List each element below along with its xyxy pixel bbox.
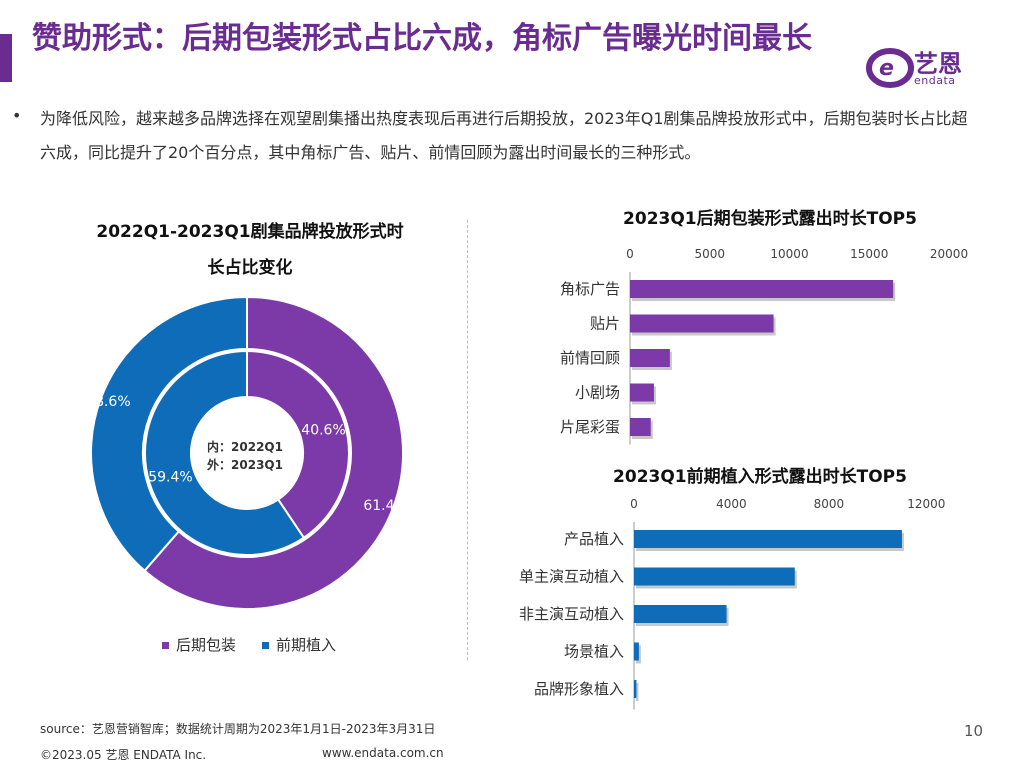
bar1-bar-3 <box>630 383 654 402</box>
bar-chart-2: 0 4000 8000 12000 产品植入单主演互动植入非主演互动植入场景植入品牌形象… <box>519 497 945 710</box>
page-number: 10 <box>964 722 984 740</box>
bar1-bar-4 <box>630 418 651 436</box>
donut-center-label-1: 外：2023Q1 <box>207 457 283 472</box>
bar1-tick-label-4: 20000 <box>930 247 968 261</box>
donut-inner-slice-0 <box>246 349 350 540</box>
copyright-text: ©2023.05 艺恩 ENDATA Inc. <box>40 748 207 762</box>
bar1-category-label-0: 角标广告 <box>560 280 620 298</box>
legend-swatch-0 <box>162 642 169 649</box>
bar1-category-label-2: 前情回顾 <box>560 349 620 367</box>
bar2-category-label-2: 非主演互动植入 <box>519 605 624 623</box>
bar1-bar-0 <box>630 280 894 298</box>
donut-outer-label-0: 61.4% <box>363 498 407 514</box>
bar2-bar-4 <box>634 680 637 698</box>
donut-legend: 后期包装 前期植入 <box>162 636 336 654</box>
page-title: 赞助形式：后期包装形式占比六成，角标广告曝光时间最长 <box>32 21 812 56</box>
donut-outer-label-1: 38.6% <box>90 394 131 410</box>
donut-chart: 40.6% 59.4% 61.4% 38.6% 内：2022Q1 外：2023Q1 后期包装… <box>90 296 408 654</box>
bar2-tick-label-2: 8000 <box>814 497 845 511</box>
bar2-bar-0 <box>634 530 902 548</box>
bar2-category-label-3: 场景植入 <box>564 643 624 661</box>
donut-outer-slice-0 <box>143 296 404 610</box>
legend-label-1: 前期植入 <box>276 636 336 654</box>
bar2-category-label-1: 单主演互动植入 <box>519 568 624 586</box>
donut-chart-title: 2022Q1-2023Q1剧集品牌投放形式时 长占比变化 <box>60 214 440 286</box>
title-accent-bar <box>0 34 12 82</box>
bar1-tick-label-3: 15000 <box>850 247 888 261</box>
bar2-tick-label-0: 0 <box>630 497 638 511</box>
donut-title-line-2: 长占比变化 <box>207 258 293 278</box>
intro-paragraph: 为降低风险，越来越多品牌选择在观望剧集播出热度表现后再进行后期投放，2023年Q… <box>40 109 968 162</box>
bar1-tick-label-0: 0 <box>626 247 634 261</box>
bar1-tick-label-2: 10000 <box>770 247 808 261</box>
endata-logo: e <box>866 48 914 88</box>
bar1-bar-2 <box>630 349 670 367</box>
bar2-bar-3 <box>634 642 639 661</box>
logo-subname: endata <box>914 74 956 87</box>
bar2-tick-label-1: 4000 <box>716 497 747 511</box>
bar2-bar-2 <box>634 605 727 623</box>
bar1-category-label-4: 片尾彩蛋 <box>560 418 620 436</box>
logo-ring-icon <box>866 48 914 88</box>
legend-swatch-1 <box>262 642 269 649</box>
bar1-category-label-3: 小剧场 <box>575 384 620 402</box>
chart-divider <box>467 220 468 660</box>
bar2-bar-shadow-4 <box>636 683 639 701</box>
bar1-category-label-1: 贴片 <box>590 315 620 333</box>
donut-inner-label-1: 59.4% <box>148 469 192 485</box>
logo-e-glyph: e <box>879 56 894 81</box>
donut-outer-slice-1 <box>90 296 248 573</box>
bullet-marker: • <box>12 106 22 125</box>
donut-inner-label-0: 40.6% <box>301 423 345 439</box>
bar-chart-2-title: 2023Q1前期植入形式露出时长TOP5 <box>613 467 907 487</box>
logo-name: 艺恩 <box>914 50 962 78</box>
legend-label-0: 后期包装 <box>176 636 236 654</box>
donut-inner-slice-1 <box>144 349 306 556</box>
bar1-tick-label-1: 5000 <box>694 247 725 261</box>
bar1-bar-1 <box>630 314 774 333</box>
bar2-bar-1 <box>634 567 795 586</box>
website-link[interactable]: www.endata.com.cn <box>322 746 444 760</box>
bar2-tick-label-3: 12000 <box>907 497 945 511</box>
source-note: source：艺恩营销智库；数据统计周期为2023年1月1日-2023年3月31… <box>40 722 436 736</box>
bar2-category-label-4: 品牌形象植入 <box>534 680 624 698</box>
donut-center-label-0: 内：2022Q1 <box>207 439 283 454</box>
bar-chart-1-title: 2023Q1后期包装形式露出时长TOP5 <box>623 209 917 229</box>
bar2-category-label-0: 产品植入 <box>564 530 624 548</box>
donut-title-line-1: 2022Q1-2023Q1剧集品牌投放形式时 <box>96 222 404 242</box>
